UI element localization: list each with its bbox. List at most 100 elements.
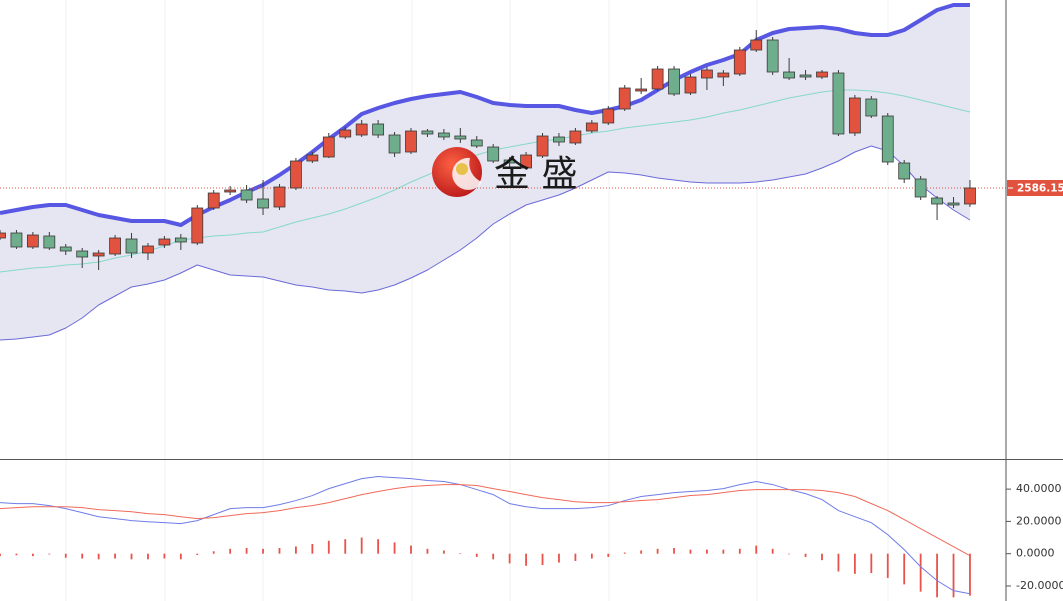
- histogram-bar: [788, 553, 791, 555]
- candle-body: [388, 134, 401, 154]
- candle-body: [158, 238, 171, 246]
- histogram-bar: [541, 553, 544, 565]
- histogram-bar: [262, 548, 264, 554]
- macd-panel: [0, 475, 971, 598]
- histogram-bar: [311, 543, 314, 554]
- y-tick-label: 20.0000: [1016, 514, 1062, 527]
- histogram-bar: [0, 553, 1, 557]
- candle-body: [207, 192, 220, 209]
- candle-body: [224, 189, 237, 193]
- histogram-bar: [114, 553, 116, 559]
- histogram-bar: [837, 553, 840, 572]
- candle-body: [240, 189, 253, 201]
- candle-body: [701, 69, 713, 79]
- candle-body: [684, 76, 697, 94]
- histogram-bar: [870, 553, 873, 574]
- histogram-bar: [492, 553, 495, 560]
- y-tick-label: 40.0000: [1016, 482, 1062, 495]
- candle-body: [421, 130, 434, 135]
- histogram-bar: [97, 553, 100, 560]
- histogram-bar: [607, 553, 610, 557]
- candle-body: [59, 246, 72, 252]
- candle-body: [174, 237, 187, 243]
- histogram-bar: [656, 548, 659, 554]
- histogram-bar: [821, 553, 823, 561]
- candle-body: [520, 154, 532, 169]
- candle-body: [536, 135, 549, 157]
- histogram-bar: [81, 553, 84, 559]
- histogram-bar: [623, 552, 626, 554]
- candle-body: [914, 178, 927, 198]
- histogram-bar: [31, 553, 34, 557]
- candle-body: [0, 232, 6, 239]
- band-line: [0, 145, 971, 341]
- histogram-bar: [525, 553, 527, 566]
- candle-body: [503, 159, 516, 164]
- candle-body: [553, 136, 565, 143]
- candle-body: [43, 235, 56, 249]
- candle-body: [355, 123, 368, 136]
- candle-body: [470, 139, 483, 147]
- histogram-bar: [755, 545, 758, 554]
- histogram-bar: [722, 549, 725, 554]
- candle-body: [668, 68, 680, 95]
- candle-body: [191, 207, 204, 244]
- histogram-bar: [886, 553, 889, 578]
- candle-body: [26, 234, 39, 248]
- watermark: 金 盛: [432, 147, 577, 197]
- macd-line: [0, 475, 971, 595]
- candle-body: [848, 97, 861, 134]
- candle-body: [339, 129, 352, 138]
- candle-body: [832, 72, 845, 135]
- histogram-bar: [278, 548, 281, 554]
- candle-body: [405, 130, 417, 153]
- watermark-text: 金 盛: [494, 154, 577, 195]
- histogram-bar: [952, 553, 955, 598]
- histogram-bar: [706, 549, 708, 554]
- candle-body: [766, 39, 779, 73]
- histogram-bar: [64, 553, 67, 558]
- histogram-bar: [344, 539, 347, 554]
- candle-body: [273, 186, 286, 208]
- histogram-bar: [393, 542, 396, 554]
- histogram-bar: [640, 550, 643, 554]
- candle-body: [569, 130, 582, 144]
- histogram-bar: [377, 539, 380, 554]
- candle-body: [125, 238, 138, 254]
- histogram-bar: [15, 553, 18, 556]
- histogram-bar: [508, 553, 511, 564]
- histogram-bar: [229, 548, 232, 554]
- histogram-bar: [936, 553, 938, 598]
- candle-body: [618, 87, 631, 110]
- band-fill: [0, 5, 970, 340]
- histogram-bar: [804, 553, 807, 557]
- candle-body: [602, 108, 615, 124]
- candle-body: [964, 187, 976, 205]
- histogram-bar: [48, 553, 51, 555]
- candle-body: [881, 115, 894, 163]
- histogram-bar: [574, 553, 577, 561]
- band-line: [0, 3, 970, 227]
- candle-body: [437, 132, 450, 138]
- candle-body: [717, 72, 730, 78]
- last-price-label: 2586.15: [1017, 183, 1063, 195]
- candle-body: [947, 202, 960, 206]
- candle-body: [585, 122, 598, 132]
- histogram-bar: [147, 553, 149, 560]
- candle-body: [290, 160, 302, 189]
- logo-dot: [456, 163, 468, 175]
- y-tick-label: -20.0000: [1016, 579, 1063, 592]
- histogram-bar: [245, 548, 248, 554]
- candle-body: [92, 252, 105, 257]
- last-price-tag: [1007, 180, 1063, 196]
- histogram-bar: [327, 540, 330, 554]
- candle-body: [76, 250, 89, 258]
- candle-body: [816, 71, 828, 78]
- histogram-bar: [969, 553, 971, 596]
- histogram-bar: [853, 553, 856, 574]
- candle-body: [257, 198, 269, 209]
- histogram-bar: [919, 553, 922, 592]
